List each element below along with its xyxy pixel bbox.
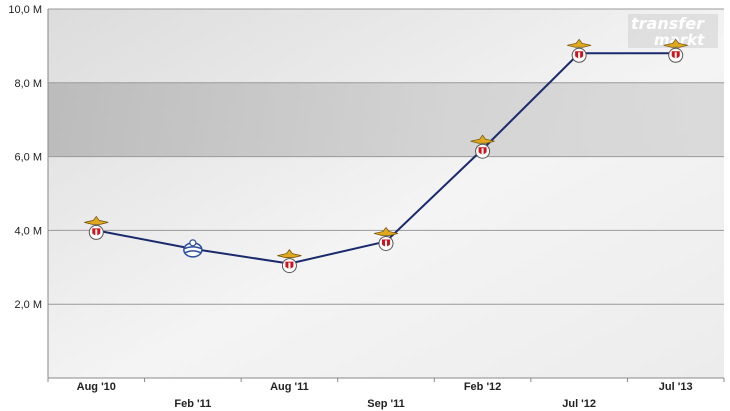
y-tick-label: 4,0 M bbox=[14, 225, 42, 237]
data-point bbox=[567, 38, 592, 63]
x-tick-label: Jul '12 bbox=[562, 398, 596, 410]
data-points bbox=[84, 38, 688, 274]
x-tick-label: Aug '11 bbox=[270, 381, 309, 393]
benfica-crest-icon bbox=[84, 215, 109, 240]
data-point bbox=[373, 226, 399, 251]
benfica-crest-icon bbox=[663, 38, 688, 63]
y-tick-label: 10,0 M bbox=[8, 4, 42, 16]
data-point bbox=[663, 38, 688, 63]
data-point bbox=[84, 215, 109, 240]
gridlines bbox=[48, 8, 724, 305]
watermark-line1: transfer bbox=[631, 14, 705, 33]
benfica-crest-icon bbox=[470, 134, 495, 159]
plot-background bbox=[48, 9, 724, 378]
bolton-crest-icon bbox=[183, 239, 203, 258]
plot-band bbox=[48, 82, 724, 157]
benfica-crest-icon bbox=[373, 226, 399, 251]
x-tick-label: Aug '10 bbox=[77, 381, 116, 393]
x-tick-label: Feb '11 bbox=[174, 398, 211, 410]
y-axis-ticks: 2,0 M 4,0 M 6,0 M 8,0 M 10,0 M bbox=[8, 4, 42, 311]
x-tick-label: Jul '13 bbox=[659, 381, 693, 393]
y-tick-label: 2,0 M bbox=[14, 299, 42, 311]
x-tick-label: Feb '12 bbox=[464, 381, 501, 393]
x-tick-label: Sep '11 bbox=[367, 398, 404, 410]
data-point bbox=[277, 249, 302, 274]
data-point bbox=[183, 239, 203, 258]
benfica-crest-icon bbox=[277, 249, 302, 274]
x-axis-ticks: Aug '10 Feb '11 Aug '11 Sep '11 Feb '12 Jul '… bbox=[47, 378, 725, 410]
y-tick-label: 8,0 M bbox=[14, 78, 42, 90]
benfica-crest-icon bbox=[567, 38, 592, 63]
data-point bbox=[470, 134, 495, 159]
y-tick-label: 6,0 M bbox=[14, 152, 42, 164]
